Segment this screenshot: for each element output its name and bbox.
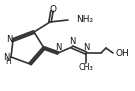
Text: N: N: [3, 53, 9, 62]
Text: NH₂: NH₂: [76, 15, 93, 24]
Text: N: N: [83, 43, 89, 53]
Text: H: H: [5, 58, 11, 67]
Text: CH₃: CH₃: [79, 63, 93, 72]
Text: N: N: [55, 43, 61, 53]
Text: N: N: [69, 37, 75, 47]
Text: N: N: [6, 35, 12, 44]
Text: OH: OH: [115, 49, 129, 58]
Text: O: O: [50, 5, 57, 14]
